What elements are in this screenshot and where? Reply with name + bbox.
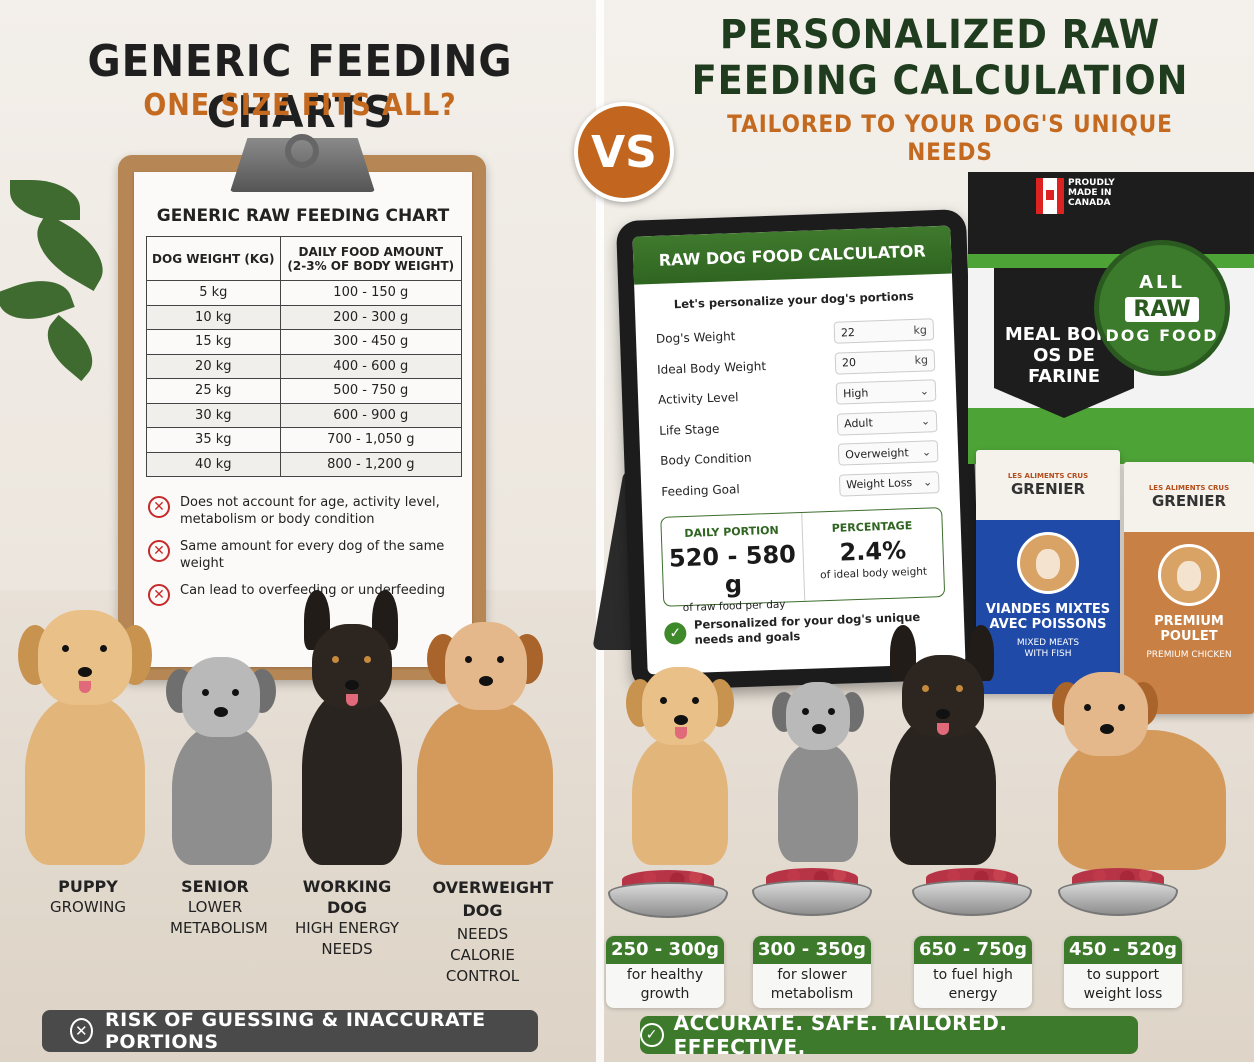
right-subtitle: TAILORED TO YOUR DOG'S UNIQUE NEEDS <box>727 110 1173 166</box>
tablet-device: RAW DOG FOOD CALCULATOR Let's personaliz… <box>615 209 983 691</box>
portion-card-working: 650 - 750g to fuel high energy <box>914 936 1032 1008</box>
calculator-intro: Let's personalize your dog's portions <box>673 288 914 312</box>
left-title: GENERIC FEEDING CHARTS <box>87 36 513 138</box>
feeding-chart-title: GENERIC RAW FEEDING CHART <box>156 206 450 226</box>
dog-caption-overweight: OVERWEIGHT DOG NEEDS CALORIE CONTROL <box>432 878 554 985</box>
x-circle-icon: ✕ <box>148 540 170 562</box>
overweight-dog-image <box>415 620 555 865</box>
percentage-result: PERCENTAGE 2.4% of ideal body weight <box>800 508 945 601</box>
accurate-banner: ✓ ACCURATE. SAFE. TAILORED. EFFECTIVE. <box>640 1011 1138 1059</box>
working-dog-image <box>290 590 415 865</box>
feeding-chart-table: DOG WEIGHT (KG) DAILY FOOD AMOUNT (2-3% … <box>146 236 463 477</box>
chevron-down-icon: ⌄ <box>920 414 931 428</box>
body-condition-select[interactable]: Overweight ⌄ <box>837 440 939 466</box>
dog-weight-input[interactable]: 22 kg <box>833 318 935 344</box>
bag-product-label: MEAL BONE OS DE FARINE <box>1004 324 1124 387</box>
brand-seal-logo: ALL RAW DOG FOOD <box>1094 240 1230 376</box>
puppy-dog-image <box>10 605 160 865</box>
senior-dog-image <box>160 655 280 865</box>
senior-dog-image <box>768 680 868 865</box>
calculator-screen: RAW DOG FOOD CALCULATOR Let's personaliz… <box>632 225 966 675</box>
feeding-goal-select[interactable]: Weight Loss ⌄ <box>838 470 940 497</box>
calculator-result: DAILY PORTION 520 - 580 g of raw food pe… <box>660 507 946 615</box>
vs-badge: VS <box>574 102 674 202</box>
activity-level-select[interactable]: High ⌄ <box>835 379 937 405</box>
daily-portion-result: DAILY PORTION 520 - 580 g of raw food pe… <box>668 523 797 615</box>
ideal-weight-input[interactable]: 20 kg <box>834 348 936 375</box>
check-circle-icon: ✓ <box>640 1023 664 1047</box>
chevron-down-icon: ⌄ <box>921 445 932 459</box>
table-row: 35 kg 700 - 1,050 g <box>146 427 463 453</box>
chevron-down-icon: ⌄ <box>919 384 930 398</box>
product-box-chicken: LES ALIMENTS CRUS GRENIER PREMIUM POULET … <box>1124 462 1254 714</box>
column-header-weight: DOG WEIGHT (KG) <box>146 236 281 281</box>
x-circle-icon: ✕ <box>70 1018 93 1044</box>
food-bowl <box>752 868 872 916</box>
working-dog-image <box>878 625 1008 865</box>
calculator-header: RAW DOG FOOD CALCULATOR <box>632 225 952 285</box>
panel-divider <box>596 0 604 1062</box>
risk-banner: ✕ RISK OF GUESSING & INACCURATE PORTIONS <box>42 1009 538 1053</box>
plant-decoration <box>0 160 116 420</box>
table-row: 30 kg 600 - 900 g <box>146 402 463 428</box>
chevron-down-icon: ⌄ <box>922 475 933 489</box>
product-box-mixed-meats: LES ALIMENTS CRUS GRENIER VIANDES MIXTES A… <box>976 450 1120 694</box>
table-row: 10 kg 200 - 300 g <box>146 304 463 330</box>
left-subtitle: ONE SIZE FITS ALL? <box>143 88 457 123</box>
dog-caption-working: WORKING DOG HIGH ENERGY NEEDS <box>294 877 399 958</box>
portion-card-overweight: 450 - 520g to support weight loss <box>1064 936 1182 1008</box>
table-row: 25 kg 500 - 750 g <box>146 378 463 404</box>
x-circle-icon: ✕ <box>148 496 170 518</box>
table-row: 15 kg 300 - 450 g <box>146 329 463 355</box>
dog-portrait-icon <box>1017 532 1079 594</box>
check-circle-icon: ✓ <box>663 622 687 645</box>
list-item: ✕ Does not account for age, activity leve… <box>148 494 458 528</box>
puppy-dog-image <box>620 665 740 865</box>
list-item: ✕ Same amount for every dog of the same w… <box>148 538 458 572</box>
canada-flag-icon <box>1036 178 1064 214</box>
portion-card-puppy: 250 - 300g for healthy growth <box>606 936 724 1008</box>
table-row: 20 kg 400 - 600 g <box>146 353 463 379</box>
food-bowl <box>1058 868 1178 916</box>
life-stage-select[interactable]: Adult ⌄ <box>836 409 938 436</box>
dog-caption-puppy: PUPPY GROWING <box>50 877 126 916</box>
clipboard-clip-ring <box>285 134 319 168</box>
table-row: 40 kg 800 - 1,200 g <box>146 451 463 477</box>
food-bowl <box>608 870 728 918</box>
overweight-dog-image <box>1048 670 1228 870</box>
right-title: PERSONALIZED RAW FEEDING CALCULATION <box>691 12 1189 104</box>
dog-portrait-icon <box>1158 544 1220 606</box>
x-circle-icon: ✕ <box>148 584 170 606</box>
food-bowl <box>912 868 1032 916</box>
column-header-amount: DAILY FOOD AMOUNT (2-3% OF BODY WEIGHT) <box>279 236 463 281</box>
portion-card-senior: 300 - 350g for slower metabolism <box>753 936 871 1008</box>
dog-caption-senior: SENIOR LOWER METABOLISM <box>170 877 268 937</box>
table-row: 5 kg 100 - 150 g <box>146 280 463 306</box>
